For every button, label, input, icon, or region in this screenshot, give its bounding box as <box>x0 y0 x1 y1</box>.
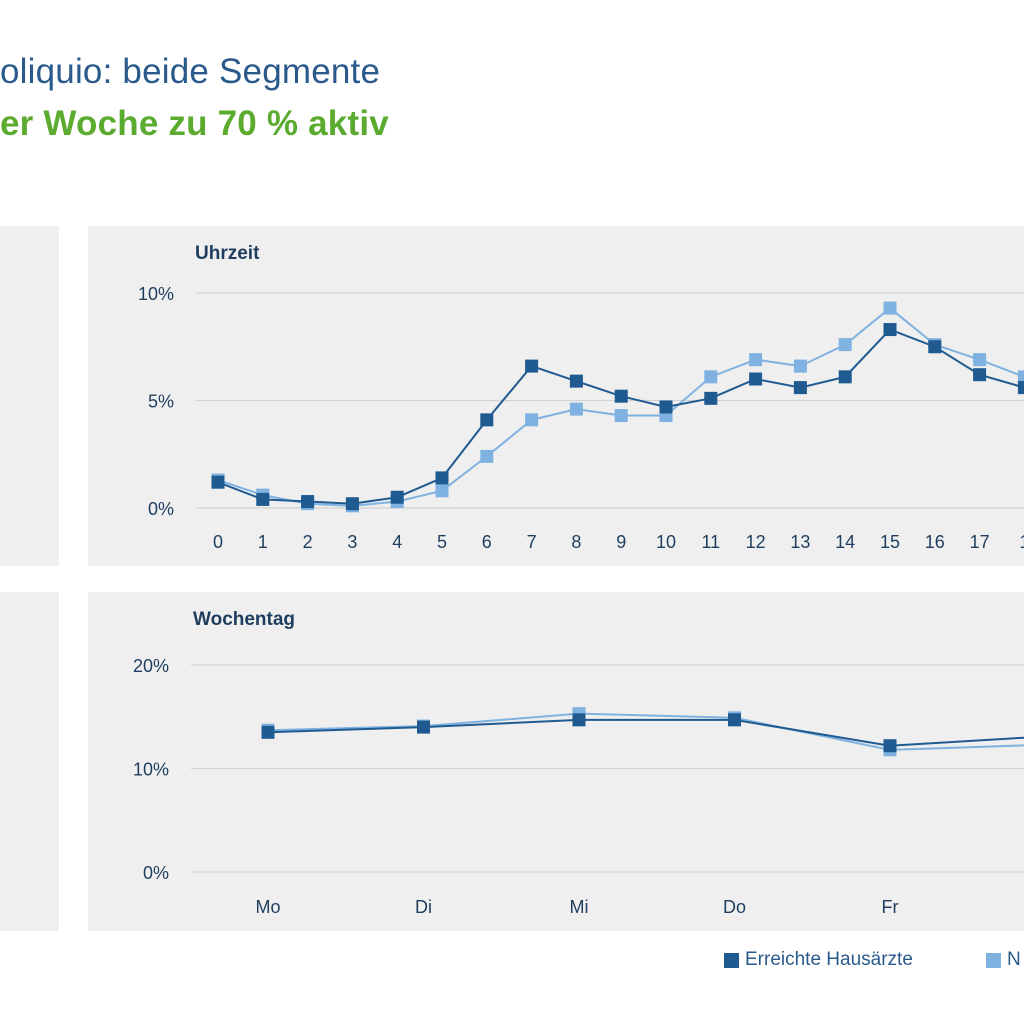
weekday-chart-panel: Wochentag 0% 10% 20% Mo Di Mi Do Fr <box>88 592 1024 931</box>
legend-label-2: N <box>1007 949 1021 970</box>
hour-x-tick-label: 8 <box>571 532 581 552</box>
hour-x-tick-label: 11 <box>701 532 720 552</box>
hour-y-tick-label: 10% <box>138 284 174 304</box>
week-x-tick-label: Mi <box>570 897 589 917</box>
legend-label-1: Erreichte Hausärzte <box>745 949 913 970</box>
week-series-1-point <box>728 713 741 727</box>
hour-series-1-point <box>973 368 987 382</box>
legend-item-erreichte-hausaerzte: Erreichte Hausärzte <box>724 946 913 974</box>
hour-x-tick-label: 10 <box>656 532 676 552</box>
hour-x-tick-label: 5 <box>437 532 447 552</box>
week-x-tick-label: Fr <box>882 897 899 917</box>
hour-series-1-point <box>838 370 852 384</box>
hour-x-tick-label: 15 <box>880 532 900 552</box>
legend-item-second-series: N <box>986 946 1021 974</box>
week-series-1-point <box>261 725 275 739</box>
hour-series-2-point <box>569 402 583 416</box>
hour-series-2-point <box>749 353 763 367</box>
hour-series-1-point <box>211 475 225 489</box>
hour-x-tick-label: 17 <box>970 532 990 552</box>
week-series-1-point <box>572 713 586 727</box>
legend-swatch-dark <box>724 952 739 968</box>
hour-series-2-point <box>614 409 628 423</box>
hour-line-chart: 0%5%10%012345678910111213141516171 <box>138 284 1024 552</box>
hour-series-2-point <box>435 484 449 498</box>
week-series-1-point <box>417 720 430 734</box>
hour-x-tick-label: 3 <box>347 532 357 552</box>
hour-series-1-point <box>883 323 897 337</box>
hour-y-tick-label: 0% <box>148 499 174 519</box>
hour-series-1-point <box>301 495 315 509</box>
hour-x-tick-label: 7 <box>527 532 537 552</box>
page-title-line-1: oliquio: beide Segmente <box>0 52 381 91</box>
hour-x-tick-label: 16 <box>925 532 945 552</box>
hour-series-2-point <box>1017 370 1024 384</box>
week-y-tick-label: 20% <box>133 656 169 676</box>
hour-series-1-point <box>569 374 583 388</box>
week-x-tick-label: Di <box>415 897 432 917</box>
hour-x-tick-label: 12 <box>746 532 766 552</box>
hour-series-1-point <box>480 413 494 427</box>
page-title-line-2: er Woche zu 70 % aktiv <box>0 104 389 143</box>
hour-series-1-point <box>1017 381 1024 395</box>
left-panel-top <box>0 226 59 566</box>
hour-x-tick-label: 6 <box>482 532 492 552</box>
weekday-line-chart: 0% 10% 20% Mo Di Mi Do Fr <box>133 656 1024 917</box>
hour-x-tick-label: 14 <box>835 532 855 552</box>
hour-series-line-2 <box>217 306 1024 507</box>
hour-y-tick-label: 5% <box>148 392 174 412</box>
hour-series-1-point <box>928 340 942 354</box>
week-series-1-point <box>883 739 897 753</box>
hour-series-1-point <box>435 471 449 485</box>
hour-series-1-point <box>659 400 673 414</box>
hour-series-1-point <box>525 359 539 373</box>
hour-series-1-point <box>256 492 270 506</box>
hour-series-1-point <box>614 389 628 403</box>
hour-series-2-point <box>793 359 807 373</box>
hour-series-2-point <box>973 353 987 367</box>
hour-x-tick-label: 13 <box>790 532 810 552</box>
week-x-tick-label: Mo <box>255 897 280 917</box>
hour-series-2-point <box>480 449 494 463</box>
legend-swatch-light <box>986 952 1001 968</box>
hour-series-2-point <box>704 370 718 384</box>
week-y-tick-label: 10% <box>133 760 169 780</box>
weekday-chart-title: Wochentag <box>193 609 296 630</box>
hour-x-tick-label: 2 <box>303 532 313 552</box>
hour-series-1-point <box>793 381 807 395</box>
hour-chart-title: Uhrzeit <box>195 243 260 264</box>
hour-chart-panel: Uhrzeit 0% 5% 10% 0 1 2 3 4 5 6 7 8 9 10 11 12 13 14 15 16 1… <box>88 226 1024 566</box>
hour-series-2-point <box>525 413 539 427</box>
hour-x-tick-label: 1 <box>258 532 268 552</box>
hour-x-tick-label: 0 <box>213 532 223 552</box>
hour-series-2-point <box>883 301 897 315</box>
hour-series-2-point <box>838 338 852 352</box>
hour-series-1-point <box>390 490 404 504</box>
hour-x-tick-label: 9 <box>616 532 626 552</box>
week-series-line-2 <box>267 712 1024 751</box>
hour-series-1-point <box>345 497 359 511</box>
week-series-line-1 <box>267 718 1024 747</box>
left-panel-bottom <box>0 592 59 931</box>
hour-x-tick-label: 4 <box>392 532 402 552</box>
week-x-tick-label: Do <box>723 897 746 917</box>
week-y-tick-label: 0% <box>143 863 169 883</box>
hour-x-tick-label: 1 <box>1019 532 1024 552</box>
hour-series-1-point <box>749 372 763 386</box>
hour-series-1-point <box>704 391 718 405</box>
